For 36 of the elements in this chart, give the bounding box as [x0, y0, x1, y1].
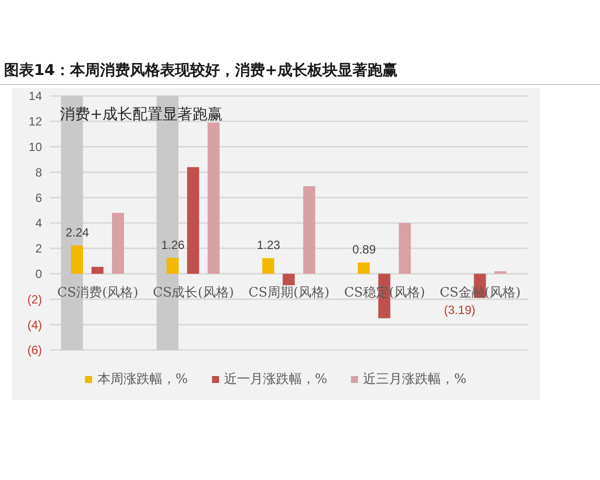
- x-tick-label: CS成长(风格): [152, 285, 234, 300]
- y-tick-label: (4): [27, 318, 42, 332]
- bar: [303, 186, 316, 274]
- y-tick-label: 10: [28, 140, 42, 154]
- y-tick-label: 4: [35, 216, 42, 230]
- bar: [262, 258, 274, 274]
- legend-label: 本周涨跌幅，%: [97, 371, 188, 388]
- chart-title: 图表14：本周消费风格表现较好，消费+成长板块显著跑赢: [4, 61, 398, 80]
- y-tick-label: 14: [28, 89, 42, 104]
- bar: [358, 262, 370, 274]
- bar: [112, 212, 124, 274]
- y-tick-label: (6): [27, 343, 42, 358]
- bar: [494, 271, 506, 274]
- bar: [208, 122, 220, 274]
- bar: [398, 223, 411, 274]
- legend-label: 近一月涨跌幅，%: [224, 371, 328, 388]
- data-label: 0.89: [352, 242, 376, 256]
- legend-label: 近三月涨跌幅，%: [363, 371, 467, 388]
- annotation: 消费+成长配置显著跑赢: [60, 105, 223, 124]
- y-tick-label: 6: [35, 190, 42, 205]
- x-tick-label: CS周期(风格): [248, 285, 330, 300]
- bar: [92, 266, 104, 274]
- y-tick-label: (2): [27, 292, 42, 306]
- y-tick-label: 0: [35, 267, 42, 281]
- bar: [282, 274, 295, 286]
- y-tick-label: 12: [28, 114, 42, 129]
- data-label: 1.26: [161, 238, 185, 252]
- bar: [166, 258, 179, 274]
- text: (3.19): [444, 302, 476, 317]
- bar: [187, 167, 200, 274]
- data-label: 2.24: [66, 225, 90, 240]
- x-tick-label: CS消费(风格): [57, 285, 138, 300]
- data-label: 1.23: [256, 238, 280, 252]
- bar: [71, 245, 83, 274]
- y-tick-label: 8: [35, 165, 42, 180]
- y-tick-label: 2: [35, 242, 42, 256]
